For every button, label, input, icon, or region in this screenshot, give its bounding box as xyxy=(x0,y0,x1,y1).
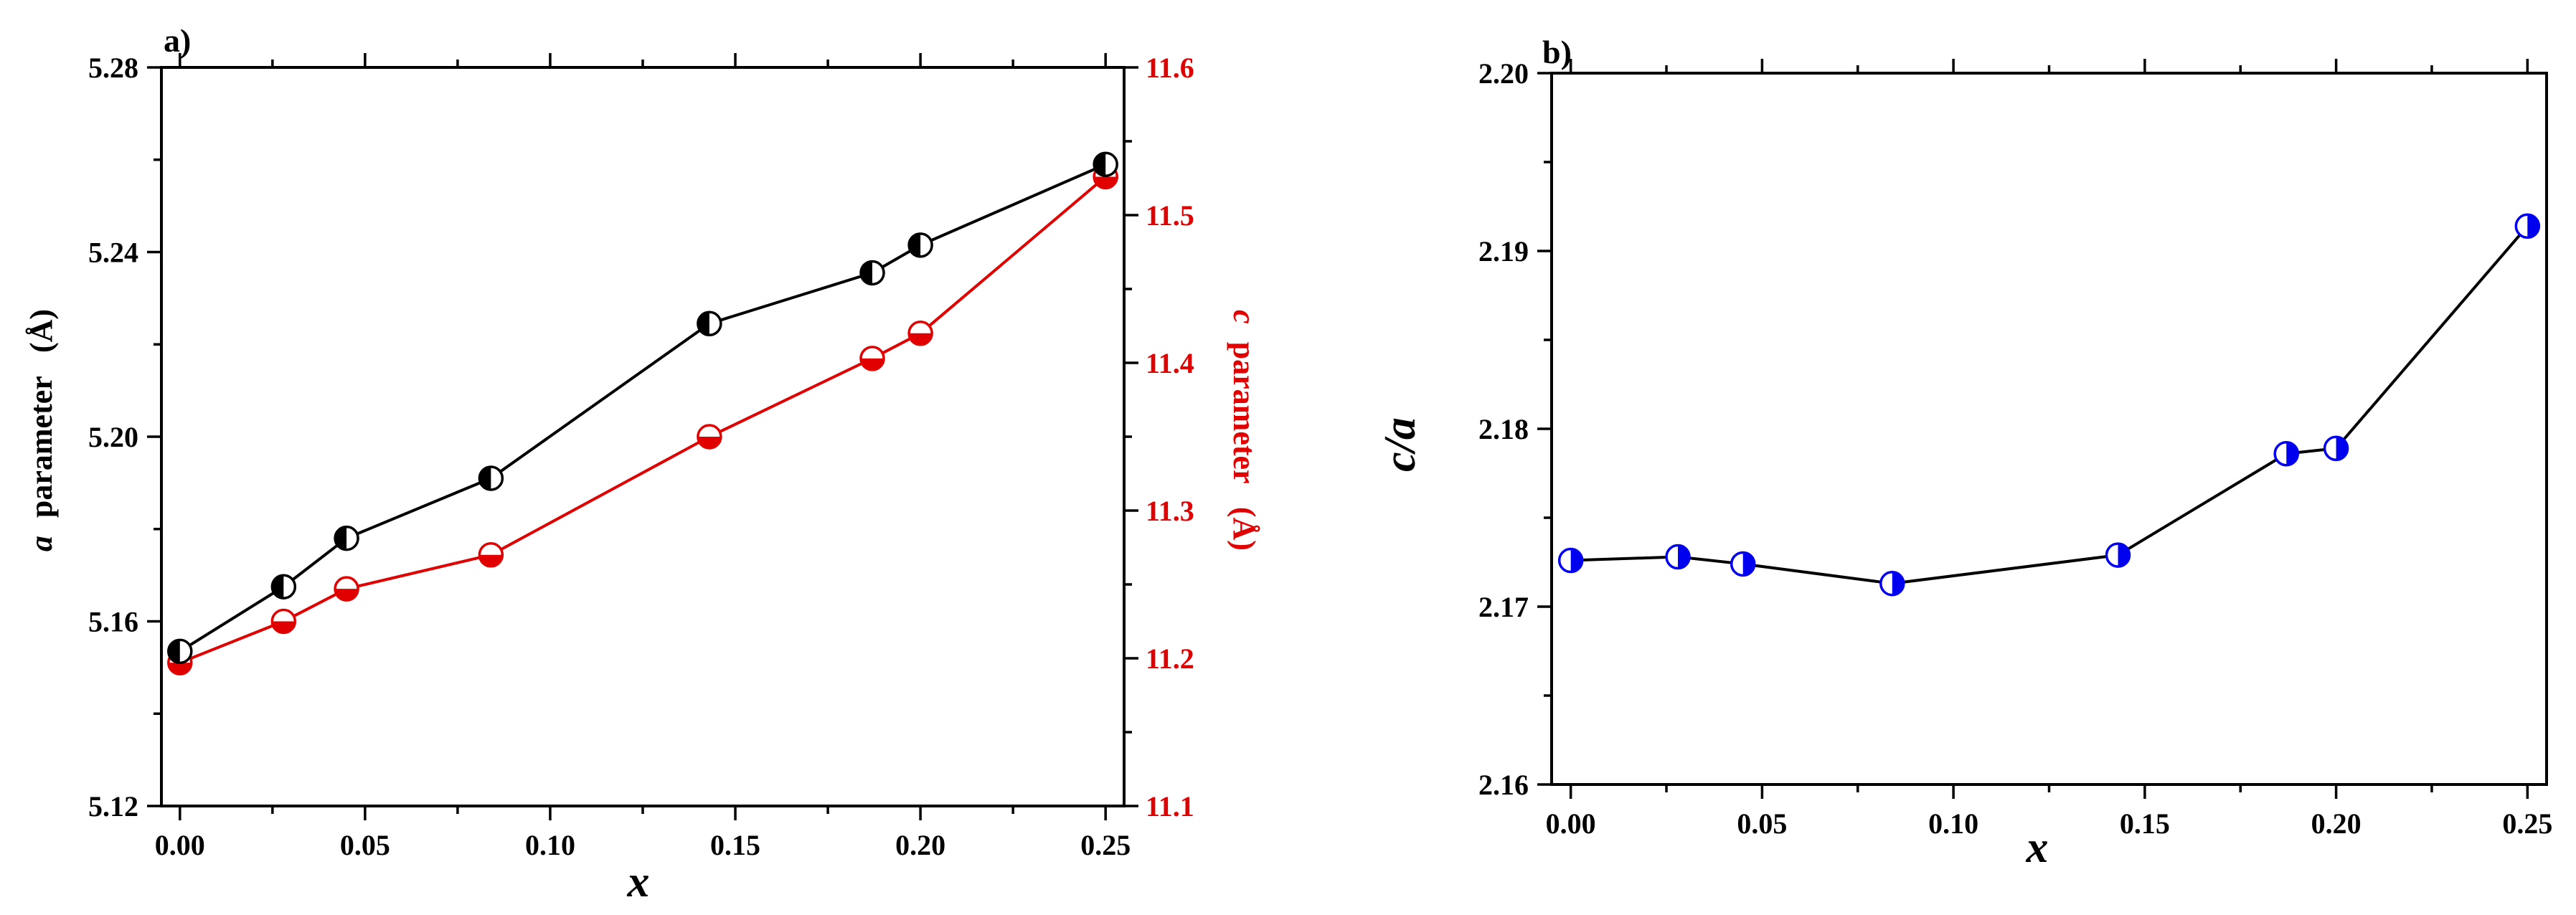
y-tick-label-b: 2.16 xyxy=(1478,769,1529,801)
y-right-tick-label-a: 11.5 xyxy=(1146,199,1194,232)
y-left-tick-label-a: 5.24 xyxy=(88,237,138,269)
series-line-a-parameter xyxy=(179,163,1106,653)
data-point-c-parameter xyxy=(697,424,722,450)
y-tick-label-b: 2.20 xyxy=(1478,57,1529,90)
x-tick-label-b: 0.15 xyxy=(2120,807,2170,840)
series-group-b xyxy=(1557,213,2541,597)
y-right-title-unit: (Å) xyxy=(1227,507,1262,551)
data-point-c-parameter xyxy=(478,542,504,568)
y-axis-right-ticks-a: 11.1 11.2 11.3 11.4 11.5 11.6 xyxy=(1124,52,1194,822)
y-left-tick-label-a: 5.12 xyxy=(88,790,138,822)
data-point-c-parameter xyxy=(270,608,297,635)
x-tick-label-b: 0.25 xyxy=(2502,807,2552,840)
x-tick-label-b: 0.00 xyxy=(1546,807,1596,840)
y-right-title-text: parameter xyxy=(1227,342,1262,483)
data-point-c-over-a xyxy=(2514,213,2541,240)
series-line-c-over-a xyxy=(1570,224,2529,585)
y-right-tick-label-a: 11.4 xyxy=(1146,347,1194,379)
svg-text:c parameter (Å: c parameter (Å) xyxy=(1227,310,1262,551)
x-axis-ticks-a: 0.00 0.05 0.10 0.15 0.20 0.25 xyxy=(155,53,1131,861)
y-axis-right-title-a: c parameter (Å) xyxy=(1227,310,1262,551)
data-point-a-parameter xyxy=(334,525,359,551)
x-axis-title-b: x xyxy=(2026,823,2049,872)
x-tick-label-a: 0.00 xyxy=(155,829,205,861)
y-right-title-symbol: c xyxy=(1227,310,1262,324)
x-tick-label-a: 0.15 xyxy=(710,829,760,861)
y-left-title-unit: (Å) xyxy=(24,309,59,353)
x-axis-title-a: x xyxy=(627,858,650,906)
data-point-c-over-a xyxy=(2105,542,2131,568)
plot-frame-a xyxy=(160,66,1126,807)
data-point-a-parameter xyxy=(167,638,193,665)
y-left-tick-label-a: 5.28 xyxy=(88,52,138,84)
data-point-c-over-a xyxy=(1879,571,1905,597)
y-axis-left-ticks-a: 5.12 5.16 5.20 5.24 5.28 xyxy=(88,52,161,822)
data-point-a-parameter xyxy=(697,310,722,337)
y-axis-left-title-a: a parameter (Å) xyxy=(24,309,59,551)
series-line-c-parameter xyxy=(179,175,1107,665)
y-right-tick-label-a: 11.2 xyxy=(1146,643,1194,675)
data-point-c-over-a xyxy=(1557,547,1584,574)
data-point-a-parameter xyxy=(270,574,297,599)
data-point-a-parameter xyxy=(1093,151,1118,177)
y-left-tick-label-a: 5.20 xyxy=(88,421,138,453)
panel-label-a: a) xyxy=(164,22,191,59)
svg-text:a parameter (Å: a parameter (Å) xyxy=(24,309,59,551)
x-tick-label-a: 0.20 xyxy=(895,829,945,861)
series-group-a xyxy=(167,151,1118,675)
plot-frame-b xyxy=(1550,72,2548,786)
x-tick-label-a: 0.05 xyxy=(340,829,390,861)
y-left-tick-label-a: 5.16 xyxy=(88,606,138,638)
data-point-c-over-a xyxy=(2273,440,2299,467)
data-point-c-over-a xyxy=(2323,435,2349,462)
x-tick-label-b: 0.10 xyxy=(1928,807,1978,840)
y-axis-ticks-b: 2.16 2.17 2.18 2.19 2.20 xyxy=(1478,57,1552,801)
y-tick-label-b: 2.19 xyxy=(1478,235,1529,267)
y-right-tick-label-a: 11.6 xyxy=(1146,52,1194,84)
y-left-title-text: parameter xyxy=(24,376,59,518)
y-tick-label-b: 2.18 xyxy=(1478,413,1529,445)
y-axis-title-text-b: c/a xyxy=(1376,417,1425,472)
y-left-title-symbol: a xyxy=(24,536,59,551)
chart-panel-a: 0.00 0.05 0.10 0.15 0.20 0.25 5.12 5.16 5.20 5.2… xyxy=(24,22,1262,906)
data-point-c-over-a xyxy=(1665,544,1691,570)
x-tick-label-b: 0.05 xyxy=(1737,807,1787,840)
x-axis-ticks-b: 0.00 0.05 0.10 0.15 0.20 0.25 xyxy=(1546,59,2552,840)
y-right-tick-label-a: 11.1 xyxy=(1146,790,1194,822)
data-point-a-parameter xyxy=(478,465,504,491)
x-tick-label-b: 0.20 xyxy=(2311,807,2362,840)
data-point-a-parameter xyxy=(907,232,933,258)
data-point-a-parameter xyxy=(859,260,885,286)
x-tick-label-a: 0.10 xyxy=(525,829,575,861)
data-point-c-parameter xyxy=(334,576,359,602)
data-point-c-over-a xyxy=(1730,551,1756,577)
y-tick-label-b: 2.17 xyxy=(1478,591,1529,623)
data-point-c-parameter xyxy=(907,321,933,346)
data-point-c-parameter xyxy=(859,346,885,371)
chart-panel-b: 0.00 0.05 0.10 0.15 0.20 0.25 2.162.172.182.1… xyxy=(1376,34,2552,872)
y-axis-title-b: c/a xyxy=(1376,417,1425,472)
x-tick-label-a: 0.25 xyxy=(1080,829,1131,861)
y-right-tick-label-a: 11.3 xyxy=(1146,495,1194,527)
panel-label-b: b) xyxy=(1542,34,1572,70)
